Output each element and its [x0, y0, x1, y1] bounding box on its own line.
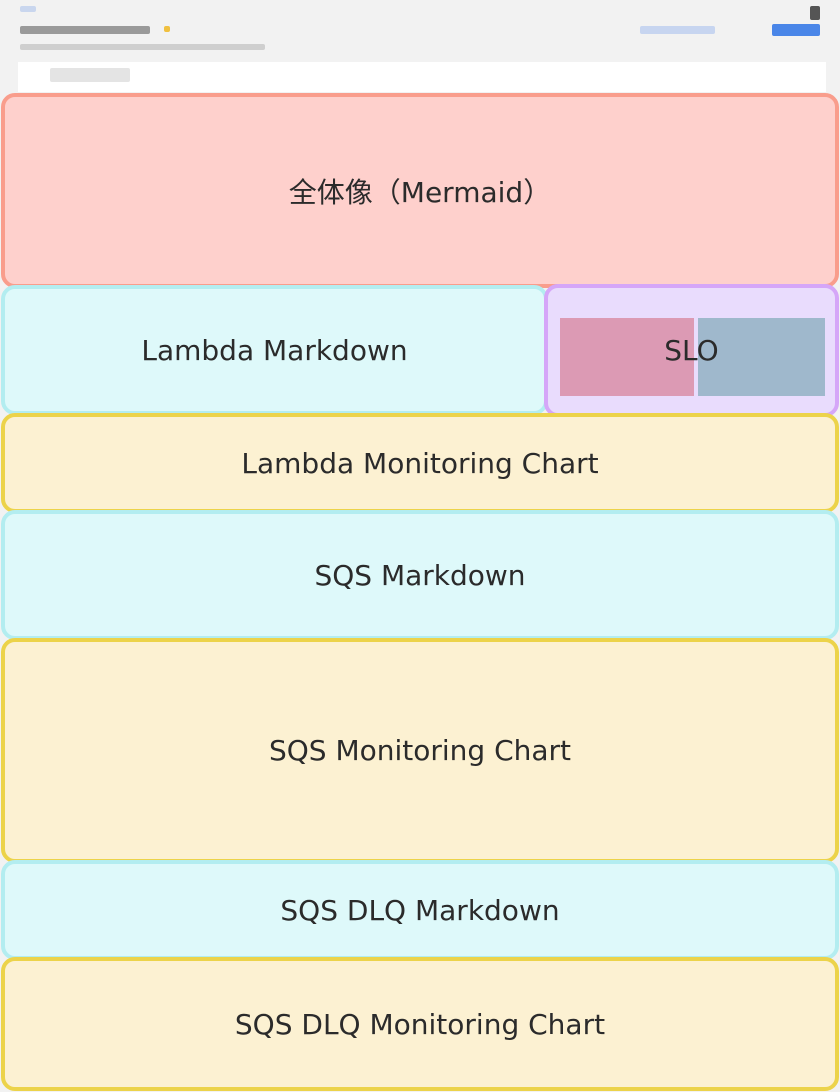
dashboard-subtitle [20, 44, 265, 50]
region-label: SQS DLQ Markdown [280, 893, 560, 927]
slo-panel-error [560, 318, 694, 396]
region-sqs-markdown: SQS Markdown [1, 510, 839, 640]
region-lambda-markdown: Lambda Markdown [1, 285, 548, 415]
region-sqs-dlq-chart: SQS DLQ Monitoring Chart [1, 957, 839, 1091]
primary-button[interactable] [772, 24, 820, 36]
user-icon[interactable] [810, 6, 820, 20]
region-sqs-chart: SQS Monitoring Chart [1, 638, 839, 863]
dashboard-title [20, 26, 150, 34]
region-label: SQS DLQ Monitoring Chart [234, 1007, 606, 1041]
region-label: 全体像（Mermaid） [288, 175, 552, 209]
region-mermaid: 全体像（Mermaid） [1, 93, 839, 288]
favorite-icon [164, 26, 170, 32]
region-label: Lambda Monitoring Chart [241, 446, 599, 480]
breadcrumb [20, 6, 36, 12]
filter-input[interactable] [50, 68, 130, 82]
slo-panel-latency [698, 318, 825, 396]
filter-bar [18, 62, 826, 92]
region-slo: SLO [544, 284, 839, 417]
header-link[interactable] [640, 26, 715, 34]
region-sqs-dlq-markdown: SQS DLQ Markdown [1, 860, 839, 960]
region-label: SQS Markdown [314, 558, 526, 592]
region-label: Lambda Markdown [141, 333, 408, 367]
region-label: SLO [664, 334, 719, 367]
region-label: SQS Monitoring Chart [268, 734, 572, 767]
region-lambda-chart: Lambda Monitoring Chart [1, 413, 839, 513]
